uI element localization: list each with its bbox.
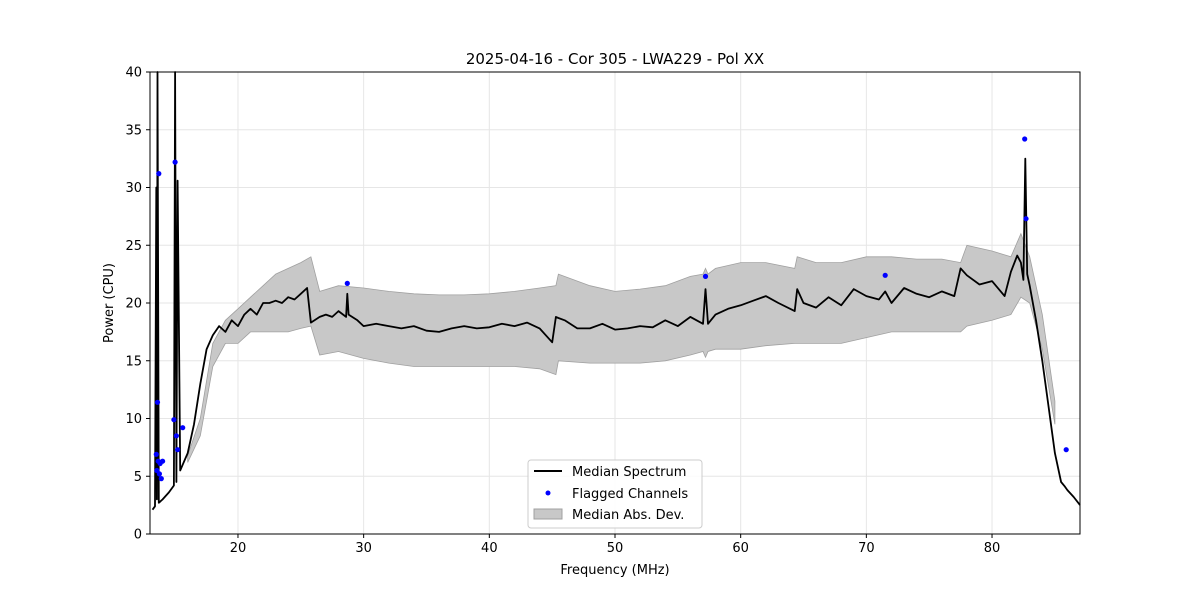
- flagged-channel-point: [344, 280, 350, 286]
- flagged-channel-point: [1023, 216, 1029, 222]
- flagged-channel-point: [160, 458, 166, 464]
- legend: Median Spectrum Flagged Channels Median …: [527, 459, 703, 529]
- legend-mad-swatch: [533, 508, 563, 520]
- mad-band-layer: [187, 232, 1056, 463]
- flagged-channel-point: [154, 399, 161, 405]
- legend-flagged-label: Flagged Channels: [572, 487, 688, 502]
- flagged-channel-point: [156, 171, 162, 177]
- x-tick-label: 30: [355, 541, 372, 556]
- median-spectrum-line: [151, 71, 1081, 511]
- flagged-channel-point: [1022, 136, 1028, 142]
- x-axis-label: Frequency (MHz): [560, 563, 669, 578]
- y-tick-label: 15: [125, 354, 142, 369]
- legend-mad-label: Median Abs. Dev.: [572, 508, 684, 523]
- mad-band: [187, 232, 1056, 463]
- y-tick-label: 5: [134, 470, 142, 485]
- y-tick-label: 35: [125, 123, 142, 138]
- flagged-channel-point: [882, 272, 888, 278]
- flagged-points-layer: [153, 136, 1069, 482]
- legend-median-label: Median Spectrum: [572, 465, 686, 480]
- y-tick-label: 0: [134, 528, 142, 543]
- x-tick-label: 50: [607, 541, 624, 556]
- x-tick-label: 20: [230, 541, 247, 556]
- x-tick-label: 40: [481, 541, 498, 556]
- legend-flagged-swatch: [545, 490, 551, 496]
- flagged-channel-point: [172, 159, 178, 165]
- x-tick-label: 80: [984, 541, 1001, 556]
- flagged-channel-point: [180, 425, 186, 431]
- x-tick-label: 60: [732, 541, 749, 556]
- flagged-channel-point: [702, 273, 709, 279]
- y-tick-label: 30: [125, 181, 142, 196]
- median-line-layer: [151, 71, 1081, 511]
- flagged-channel-point: [156, 471, 162, 477]
- flagged-channel-point: [171, 417, 177, 423]
- legend-box: [527, 459, 703, 529]
- flagged-channel-point: [153, 451, 159, 457]
- flagged-channel-point: [158, 476, 164, 482]
- flagged-channel-point: [1063, 447, 1069, 453]
- flagged-channel-point: [175, 447, 181, 453]
- y-tick-label: 40: [125, 66, 142, 81]
- y-tick-label: 10: [125, 412, 142, 427]
- chart-title: 2025-04-16 - Cor 305 - LWA229 - Pol XX: [466, 50, 764, 68]
- y-tick-label: 20: [125, 297, 142, 312]
- axis-ticks: 20 30 40 50 60 70 80 0 5 10 15 20 25 30 35 40: [125, 66, 1000, 557]
- flagged-channel-point: [173, 433, 179, 439]
- y-tick-label: 25: [125, 239, 142, 254]
- y-axis-label: Power (CPU): [102, 263, 117, 343]
- x-tick-label: 70: [858, 541, 875, 556]
